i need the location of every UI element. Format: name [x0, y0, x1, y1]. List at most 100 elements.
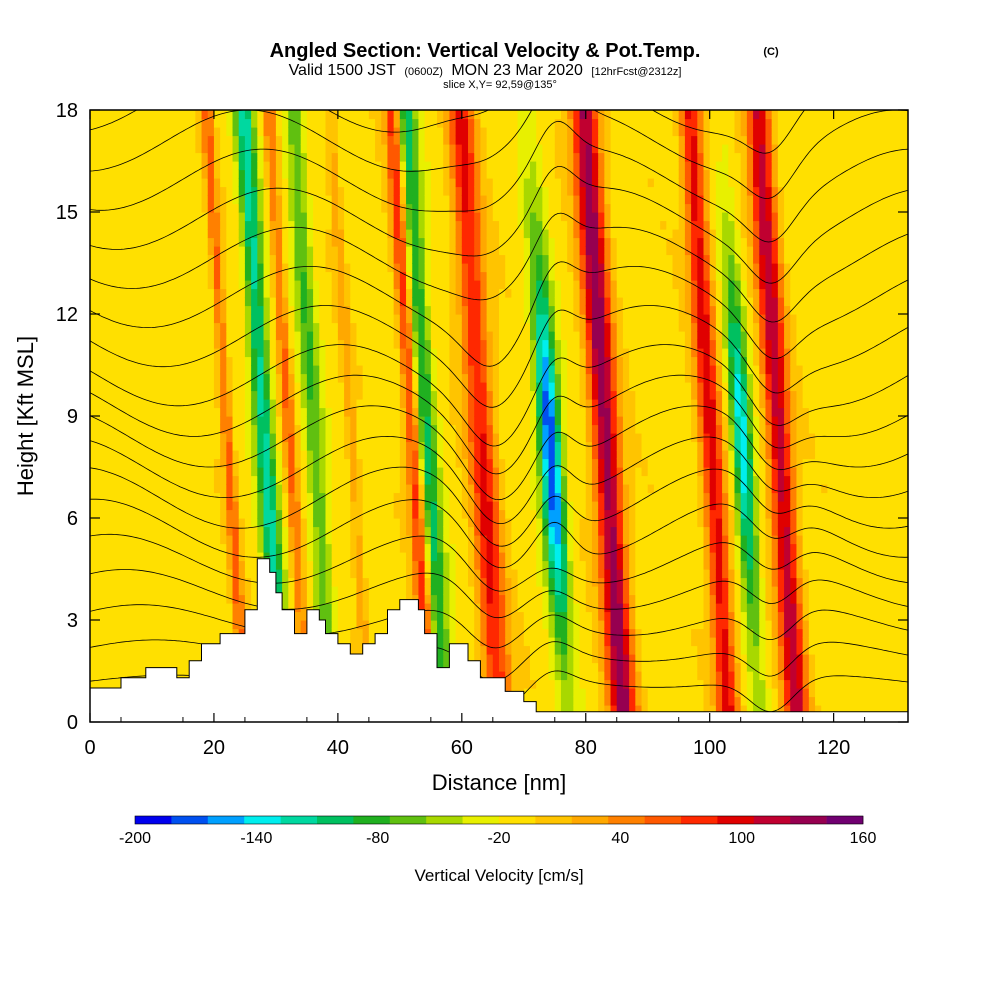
vvel-cell: [511, 144, 519, 154]
vvel-cell: [213, 373, 221, 383]
vvel-cell: [139, 577, 147, 587]
vvel-cell: [430, 458, 438, 468]
vvel-cell: [257, 212, 265, 222]
vvel-cell: [387, 229, 395, 239]
vvel-cell: [90, 161, 97, 171]
vvel-cell: [399, 484, 407, 494]
vvel-cell: [424, 416, 432, 426]
vvel-cell: [213, 246, 221, 256]
vvel-cell: [381, 535, 389, 545]
vvel-cell: [182, 152, 190, 162]
vvel-cell: [350, 518, 358, 528]
vvel-cell: [480, 212, 488, 222]
vvel-cell: [139, 628, 147, 638]
vvel-cell: [430, 339, 438, 349]
vvel-cell: [412, 246, 420, 256]
vvel-cell: [430, 237, 438, 247]
vvel-cell: [350, 186, 358, 196]
vvel-cell: [505, 297, 512, 307]
vvel-cell: [443, 220, 451, 230]
vvel-cell: [331, 501, 339, 511]
vvel-cell: [461, 552, 469, 562]
vvel-cell: [176, 594, 184, 604]
vvel-cell: [319, 118, 327, 128]
vvel-cell: [139, 203, 147, 213]
vvel-cell: [294, 348, 302, 358]
vvel-cell: [220, 203, 227, 213]
vvel-cell: [251, 399, 258, 409]
vvel-cell: [151, 509, 159, 519]
vvel-cell: [474, 356, 482, 366]
vvel-cell: [120, 220, 128, 230]
vvel-cell: [313, 212, 320, 222]
vvel-cell: [251, 144, 258, 154]
vvel-cell: [399, 271, 407, 281]
vvel-cell: [499, 305, 506, 315]
vvel-cell: [133, 178, 141, 188]
vvel-cell: [151, 484, 159, 494]
vvel-cell: [176, 365, 184, 375]
vvel-cell: [387, 178, 395, 188]
vvel-cell: [282, 322, 289, 332]
vvel-cell: [486, 509, 494, 519]
vvel-cell: [337, 118, 345, 128]
vvel-cell: [96, 152, 103, 162]
vvel-cell: [393, 424, 401, 434]
vvel-cell: [269, 152, 277, 162]
vvel-cell: [220, 110, 227, 120]
vvel-cell: [251, 348, 258, 358]
vvel-cell: [331, 305, 339, 315]
vvel-cell: [499, 288, 506, 298]
vvel-cell: [182, 331, 190, 341]
vvel-cell: [207, 467, 215, 477]
vvel-cell: [511, 118, 519, 128]
vvel-cell: [313, 161, 320, 171]
vvel-cell: [344, 433, 351, 443]
vvel-cell: [269, 526, 277, 536]
vvel-cell: [437, 365, 444, 375]
vvel-cell: [102, 535, 110, 545]
vvel-cell: [480, 560, 488, 570]
vvel-cell: [275, 186, 283, 196]
vvel-cell: [455, 424, 463, 434]
vvel-cell: [114, 288, 122, 298]
vvel-cell: [313, 314, 320, 324]
vvel-cell: [201, 594, 209, 604]
vvel-cell: [468, 458, 475, 468]
vvel-cell: [133, 263, 141, 273]
vvel-cell: [288, 603, 296, 613]
vvel-cell: [368, 450, 376, 460]
vvel-cell: [226, 450, 234, 460]
vvel-cell: [412, 118, 420, 128]
vvel-cell: [201, 365, 209, 375]
vvel-cell: [468, 246, 475, 256]
vvel-cell: [492, 356, 500, 366]
vvel-cell: [319, 424, 327, 434]
vvel-cell: [182, 628, 190, 638]
vvel-cell: [344, 203, 351, 213]
vvel-cell: [269, 127, 277, 137]
vvel-cell: [443, 271, 451, 281]
vvel-cell: [313, 135, 320, 145]
vvel-cell: [96, 535, 103, 545]
vvel-cell: [492, 594, 500, 604]
vvel-cell: [511, 178, 519, 188]
vvel-cell: [120, 322, 128, 332]
vvel-cell: [337, 628, 345, 638]
vvel-cell: [337, 407, 345, 417]
vvel-cell: [350, 314, 358, 324]
vvel-cell: [393, 263, 401, 273]
vvel-cell: [480, 611, 488, 621]
vvel-cell: [145, 399, 153, 409]
vvel-cell: [133, 594, 141, 604]
vvel-cell: [337, 458, 345, 468]
vvel-cell: [412, 594, 420, 604]
vvel-cell: [368, 297, 376, 307]
vvel-cell: [474, 118, 482, 128]
vvel-cell: [120, 263, 128, 273]
vvel-cell: [474, 186, 482, 196]
vvel-cell: [226, 492, 234, 502]
vvel-cell: [511, 645, 519, 655]
vvel-cell: [282, 110, 289, 120]
vvel-cell: [480, 654, 488, 664]
